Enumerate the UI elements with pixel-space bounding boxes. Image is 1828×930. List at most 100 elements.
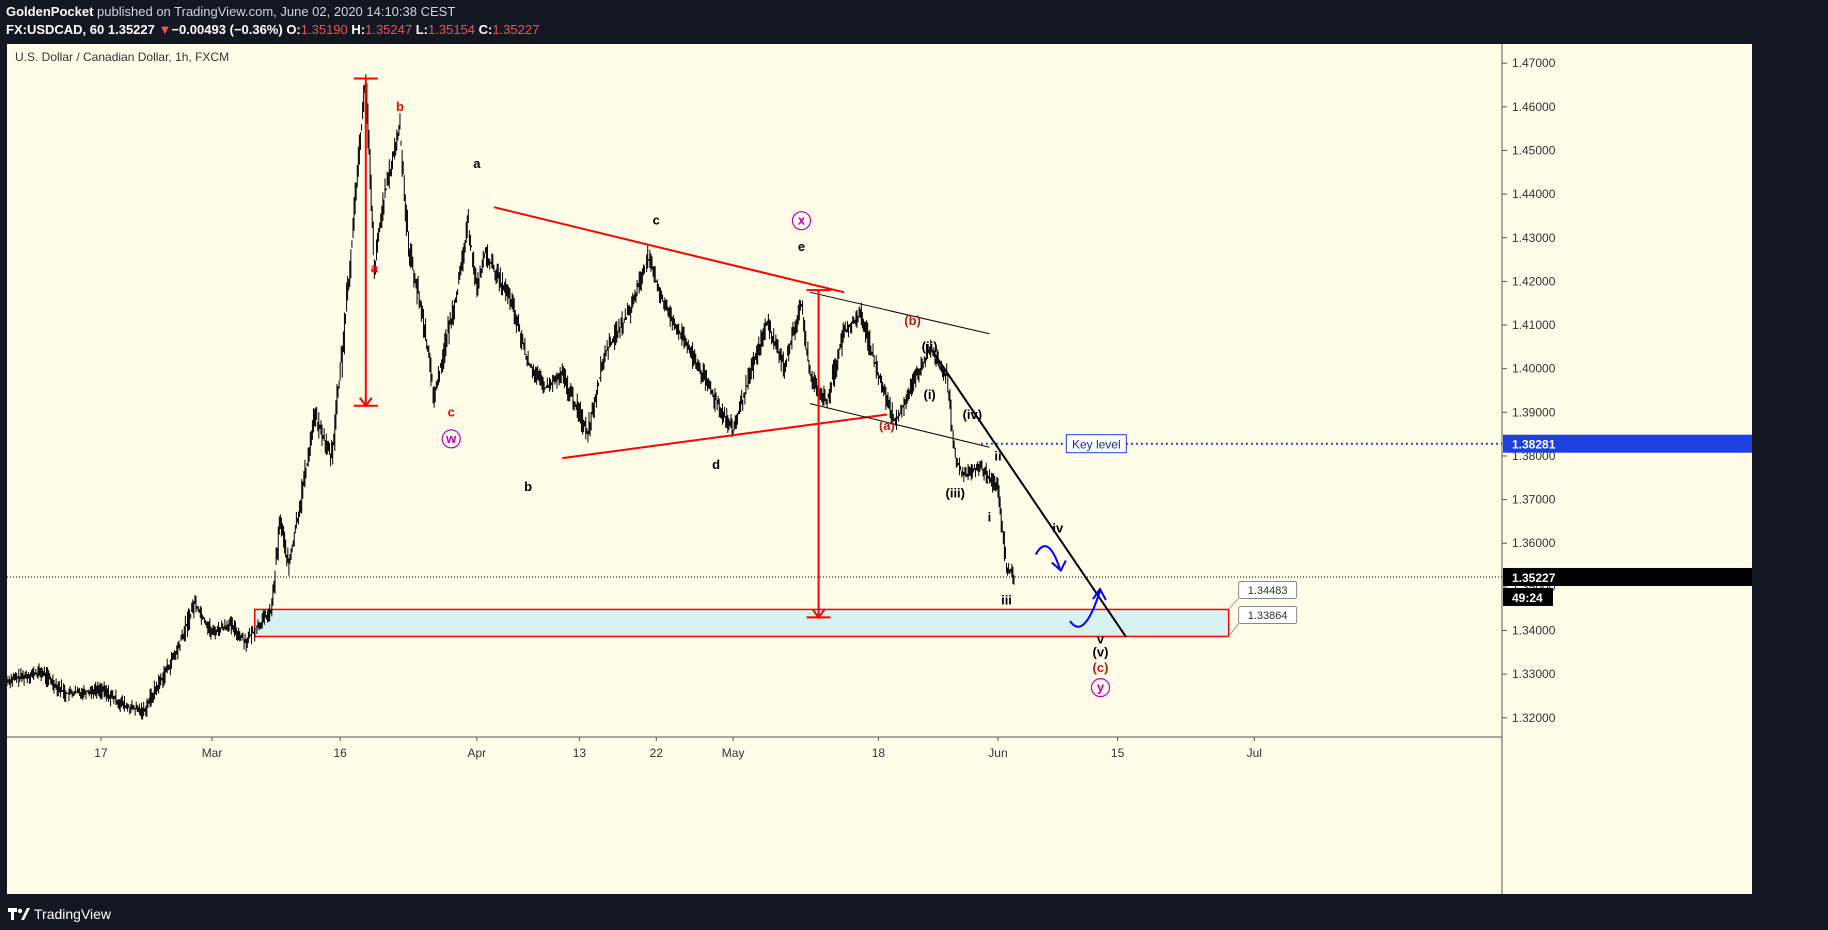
- current-price-badge: [1503, 567, 1752, 586]
- y-tick-label: 1.37000: [1512, 493, 1556, 507]
- y-tick-label: 1.46000: [1512, 100, 1556, 114]
- trendline-triangle-upper: [493, 206, 845, 294]
- close-label: C:: [478, 22, 493, 37]
- time-axis: 17 Mar 16 Apr 13 22 May 18 Jun 15 Jul: [94, 737, 1262, 760]
- current-price-label: 1.35227: [1512, 571, 1556, 585]
- wave-label: (a): [879, 418, 895, 433]
- chart-background: [7, 44, 1752, 894]
- x-tick-label: 17: [94, 746, 108, 760]
- x-tick-label: 22: [650, 746, 664, 760]
- measure-arrow-head: [811, 608, 826, 620]
- y-tick-label: 1.39000: [1512, 405, 1556, 419]
- x-tick-label: Apr: [468, 746, 487, 760]
- price-badges: 1.38281 1.35227 49:24: [1503, 434, 1752, 606]
- wave-label: iv: [1052, 520, 1064, 535]
- price-axis: 1.47000 1.46000 1.45000 1.44000 1.43000 1.420…: [1502, 56, 1556, 725]
- trendlines: [493, 206, 1127, 638]
- x-tick-label: Jul: [1247, 746, 1262, 760]
- low-value: 1.35154: [428, 22, 476, 37]
- tradingview-logo-icon: [8, 908, 30, 920]
- trendline-channel-upper: [809, 291, 990, 335]
- zone-callout-box: [1238, 580, 1298, 599]
- high-label: H:: [351, 22, 366, 37]
- chart-header: GoldenPocket published on TradingView.co…: [0, 0, 1828, 44]
- open-label: O:: [286, 22, 301, 37]
- trendline-downtrend: [928, 346, 1127, 638]
- last-price: 1.35227: [107, 22, 155, 37]
- measure-arrows: [353, 77, 831, 620]
- chart-footer: TradingView: [0, 898, 1828, 930]
- key-level-price-badge: [1503, 434, 1752, 453]
- zone-callout-label: 1.34483: [1248, 585, 1288, 597]
- x-tick-label: May: [722, 746, 745, 760]
- wave-label: (iii): [946, 485, 966, 500]
- low-label: L:: [415, 22, 429, 37]
- projection-arrows: [1034, 545, 1107, 628]
- wave-label: (i): [923, 387, 935, 402]
- wave-label: x: [798, 213, 806, 228]
- wave-label: e: [798, 239, 805, 254]
- brand-name: TradingView: [34, 906, 112, 922]
- wave-label: a: [371, 261, 379, 276]
- key-level-box: [1065, 434, 1127, 454]
- curved-arrow-down-head: [1051, 560, 1067, 573]
- publish-line: GoldenPocket published on TradingView.co…: [6, 4, 455, 20]
- wave-label: w: [445, 431, 457, 446]
- curved-arrow-down: [1034, 545, 1061, 569]
- zone-callout-label: 1.33864: [1248, 610, 1288, 622]
- x-tick-label: 13: [573, 746, 587, 760]
- zone-callout-box: [1238, 605, 1298, 624]
- wave-label: iii: [1001, 592, 1012, 607]
- y-tick-label: 1.43000: [1512, 231, 1556, 245]
- curved-arrow-up-head: [1092, 587, 1107, 601]
- down-arrow-icon: ▼: [158, 22, 172, 37]
- y-tick-label: 1.45000: [1512, 143, 1556, 157]
- wave-label: (b): [904, 313, 921, 328]
- y-tick-label: 1.34000: [1512, 624, 1556, 638]
- author-name[interactable]: GoldenPocket: [6, 4, 94, 19]
- price-change: −0.00493 (−0.36%): [171, 22, 283, 37]
- x-tick-label: Jun: [988, 746, 1007, 760]
- wave-label: c: [448, 405, 455, 420]
- open-value: 1.35190: [300, 22, 348, 37]
- countdown-label: 49:24: [1512, 591, 1543, 605]
- chart-title: U.S. Dollar / Canadian Dollar, 1h, FXCM: [15, 50, 229, 64]
- wave-label: ii: [994, 448, 1001, 463]
- x-tick-label: 16: [333, 746, 347, 760]
- x-tick-label: 18: [872, 746, 886, 760]
- wave-label-circle: [441, 429, 461, 449]
- y-tick-label: 1.42000: [1512, 274, 1556, 288]
- price-bars: [7, 74, 1015, 720]
- y-tick-label: 1.44000: [1512, 187, 1556, 201]
- wave-label: d: [712, 457, 720, 472]
- wave-label: b: [396, 99, 404, 114]
- wave-label-circle: [791, 211, 812, 231]
- ohlc-line: FX:USDCAD, 60 1.35227 ▼−0.00493 (−0.36%)…: [6, 22, 539, 38]
- y-tick-label: 1.32000: [1512, 711, 1556, 725]
- wave-label: v: [1097, 632, 1105, 647]
- zone-callout-leader: [1228, 598, 1239, 610]
- y-tick-label: 1.33000: [1512, 667, 1556, 681]
- x-tick-label: 15: [1111, 746, 1125, 760]
- key-level-label: Key level: [1072, 438, 1121, 452]
- zone-callouts: 1.34483 1.33864: [1228, 580, 1298, 637]
- chart-panel[interactable]: U.S. Dollar / Canadian Dollar, 1h, FXCM 1…: [7, 44, 1752, 894]
- symbol-label: FX:USDCAD, 60: [6, 22, 105, 37]
- wave-label: b: [524, 479, 532, 494]
- y-tick-label: 1.40000: [1512, 362, 1556, 376]
- wave-labels: bacwabcdex(b)(a)(ii)(i)(iv)(iii)iiiiviii…: [371, 99, 1111, 698]
- x-tick-label: Mar: [202, 746, 223, 760]
- trendline-channel-lower: [809, 403, 990, 448]
- countdown-badge: [1503, 587, 1553, 606]
- wave-label: y: [1097, 680, 1105, 695]
- price-chart[interactable]: U.S. Dollar / Canadian Dollar, 1h, FXCM 1…: [7, 44, 1752, 894]
- price-series: [7, 74, 1015, 720]
- wave-label-circle: [1090, 678, 1111, 698]
- wave-label: (iv): [963, 407, 983, 422]
- wave-label: c: [653, 213, 660, 228]
- wave-label: (ii): [922, 339, 938, 354]
- measure-arrow-head: [358, 397, 373, 408]
- target-zone: [253, 608, 1230, 638]
- zone-callout-leader: [1228, 623, 1240, 637]
